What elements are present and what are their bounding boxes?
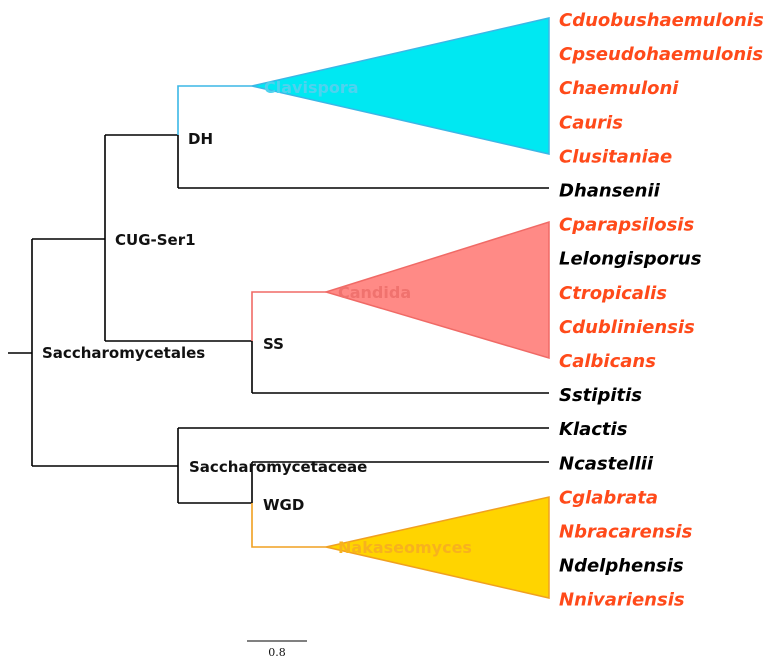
- node-label-saccharomycetales: Saccharomycetales: [42, 344, 205, 362]
- tip-label: Ctropicalis: [559, 283, 667, 304]
- scale-bar-label: 0.8: [268, 646, 286, 659]
- node-label-cug-ser1: CUG-Ser1: [115, 231, 196, 249]
- tip-label: Sstipitis: [559, 385, 642, 406]
- tip-label: Chaemuloni: [559, 78, 679, 99]
- tip-label: Ncastellii: [559, 453, 654, 474]
- clade-triangle-clavispora: [251, 17, 550, 155]
- clade-label-clavispora: Clavispora: [264, 78, 359, 97]
- tip-labels: Cduobushaemulonis Cpseudohaemulonis Chaemu…: [559, 10, 764, 611]
- tip-label: Calbicans: [559, 351, 656, 372]
- tip-label: Dhansenii: [559, 181, 661, 202]
- tip-label: Cduobushaemulonis: [559, 10, 764, 31]
- clade-triangle-candida: [323, 220, 550, 360]
- tip-label: Klactis: [559, 419, 628, 440]
- tip-label: Clusitaniae: [559, 146, 672, 167]
- clade-label-nakaseomyces: Nakaseomyces: [338, 538, 472, 557]
- scale-bar: 0.8: [247, 640, 307, 659]
- branch-to-clavispora: [177, 85, 252, 135]
- node-label-saccharomycetaceae: Saccharomycetaceae: [189, 458, 367, 476]
- clade-label-candida: Candida: [338, 283, 411, 302]
- clade-branches: [177, 85, 326, 548]
- branch-to-candida: [251, 291, 326, 341]
- clade-triangle-nakaseomyces: [325, 496, 550, 599]
- tip-label: Cparapsilosis: [559, 215, 694, 236]
- tip-label: Lelongisporus: [559, 249, 702, 270]
- tip-label: Cauris: [559, 112, 623, 133]
- tip-label: Cglabrata: [559, 487, 658, 508]
- node-label-wgd: WGD: [263, 496, 304, 514]
- tip-label: Nbracarensis: [559, 522, 693, 543]
- branch-to-nakaseomyces: [251, 503, 326, 548]
- node-label-ss: SS: [263, 335, 284, 353]
- tip-label: Nnivariensis: [559, 590, 685, 611]
- tip-label: Ndelphensis: [559, 556, 684, 577]
- tip-label: Cpseudohaemulonis: [559, 44, 763, 65]
- tree-branches: [8, 134, 549, 504]
- node-label-dh: DH: [188, 130, 213, 148]
- tip-label: Cdubliniensis: [559, 317, 695, 338]
